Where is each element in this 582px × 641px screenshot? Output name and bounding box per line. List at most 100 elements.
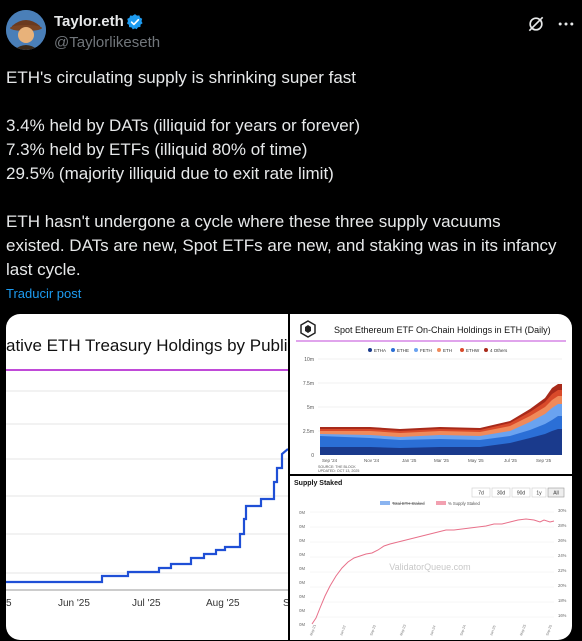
range-button-label[interactable]: 90d: [517, 491, 526, 497]
etf-chart-image[interactable]: Spot Ethereum ETF On-Chain Holdings in E…: [290, 314, 572, 474]
etf-updated-note: UPDATED: OCT 13, 2025: [318, 469, 359, 473]
legend-label: ETHA: [374, 348, 386, 353]
legend-label: Total ETH Staked: [392, 501, 425, 506]
treasury-series-line: [6, 448, 289, 584]
y-tick-label: 5m: [307, 405, 314, 411]
x-tick-label: Mar '25: [434, 458, 449, 463]
the-block-logo-icon: [300, 320, 316, 338]
y-tick-label: 0M: [299, 580, 305, 585]
etf-x-ticks: Sep '24 Nov '24 Jan '25 Mar '25 May '25 …: [322, 458, 552, 463]
svg-text:Jan-25: Jan-25: [489, 625, 496, 636]
x-tick-label: Jan '25: [402, 458, 417, 463]
y-tick-label: 0M: [299, 566, 305, 571]
staking-y-right-ticks: 30% 28% 26% 24% 22% 20% 18% 16%: [558, 508, 567, 618]
x-tick-label: Jun '25: [58, 598, 90, 609]
treasury-chart-title: ative ETH Treasury Holdings by Public Co: [6, 336, 288, 355]
x-tick-label: 5: [6, 598, 12, 609]
grok-icon[interactable]: [526, 14, 546, 34]
y-tick-label: 0M: [299, 622, 305, 627]
treasury-chart: ative ETH Treasury Holdings by Public Co…: [6, 336, 323, 609]
svg-text:Sep-22: Sep-22: [369, 624, 377, 636]
post-text-line: existed. DATs are new, Spot ETFs are new…: [6, 236, 557, 255]
x-tick-label: Jul '25: [132, 598, 161, 609]
x-tick-label: Sep '24: [322, 458, 338, 463]
y-tick-label: 0M: [299, 524, 305, 529]
etf-area-etha: [320, 429, 562, 455]
treasury-chart-image[interactable]: ative ETH Treasury Holdings by Public Co…: [6, 314, 323, 640]
post-text-line: last cycle.: [6, 260, 81, 279]
validatorqueue-watermark: ValidatorQueue.com: [389, 562, 470, 572]
svg-text:May-23: May-23: [399, 624, 407, 636]
y-tick-label: 16%: [558, 613, 567, 618]
legend-label: FETH: [420, 348, 432, 353]
staking-chart: Supply Staked 7d 30d 90d 1y All Total ET…: [294, 480, 567, 636]
author-handle[interactable]: @Taylorlikeseth: [54, 34, 161, 51]
svg-text:Sep-24: Sep-24: [459, 624, 467, 636]
avatar[interactable]: [6, 10, 46, 50]
y-tick-label: 30%: [558, 508, 567, 513]
staking-chart-title: Supply Staked: [294, 480, 342, 487]
etf-legend: ETHA ETHE FETH ETH ETHW 4 Others: [368, 348, 508, 353]
post-text-line: ETH's circulating supply is shrinking su…: [6, 68, 356, 87]
translate-post-link[interactable]: Traducir post: [6, 286, 82, 301]
y-tick-label: 0M: [299, 594, 305, 599]
y-tick-label: 10m: [304, 357, 314, 363]
avatar-image: [6, 10, 46, 50]
range-button-label[interactable]: 7d: [478, 491, 484, 497]
author-name[interactable]: Taylor.eth: [54, 13, 124, 30]
range-button-label[interactable]: 1y: [536, 491, 542, 497]
y-tick-label: 24%: [558, 553, 567, 558]
staking-x-ticks: May-21 Jan-22 Sep-22 May-23 Jan-24 Sep-2…: [309, 624, 553, 636]
svg-text:Sep-25: Sep-25: [545, 624, 553, 636]
y-tick-label: 18%: [558, 598, 567, 603]
etf-y-ticks: 10m 7.5m 5m 2.5m 0: [303, 357, 314, 459]
staking-chart-image[interactable]: Supply Staked 7d 30d 90d 1y All Total ET…: [290, 476, 572, 640]
post-text-line: 29.5% (majority illiquid due to exit rat…: [6, 164, 334, 183]
svg-text:Jan-22: Jan-22: [339, 625, 346, 636]
legend-label: % Supply Staked: [448, 501, 481, 506]
staking-gridlines: [310, 511, 554, 618]
legend-label: ETH: [443, 348, 452, 353]
x-tick-label: Sep '25: [536, 458, 552, 463]
legend-label: 4 Others: [490, 348, 508, 353]
treasury-gridlines: [6, 390, 288, 574]
y-tick-label: 2.5m: [303, 429, 314, 435]
x-tick-label: Nov '24: [364, 458, 380, 463]
y-tick-label: 7.5m: [303, 381, 314, 387]
y-tick-label: 20%: [558, 583, 567, 588]
y-tick-label: 26%: [558, 538, 567, 543]
staking-range-buttons[interactable]: 7d 30d 90d 1y All: [471, 487, 565, 498]
etf-chart-title: Spot Ethereum ETF On-Chain Holdings in E…: [334, 325, 551, 335]
y-tick-label: 0M: [299, 510, 305, 515]
staking-y-left-ticks: 0M 0M 0M 0M 0M 0M 0M 0M 0M: [299, 510, 305, 627]
legend-label: ETHW: [466, 348, 480, 353]
x-tick-label: May '25: [468, 458, 484, 463]
range-button-label[interactable]: All: [553, 491, 559, 497]
legend-label: ETHE: [397, 348, 409, 353]
post-media[interactable]: ative ETH Treasury Holdings by Public Co…: [6, 314, 572, 640]
x-tick-label: Jul '25: [504, 458, 517, 463]
post-text-line: 7.3% held by ETFs (illiquid 80% of time): [6, 140, 308, 159]
y-tick-label: 0M: [299, 538, 305, 543]
post-text: ETH's circulating supply is shrinking su…: [6, 66, 576, 282]
treasury-x-ticks: 5 Jun '25 Jul '25 Aug '25 S: [6, 598, 290, 609]
etf-chart: Spot Ethereum ETF On-Chain Holdings in E…: [296, 320, 566, 473]
y-tick-label: 0M: [299, 552, 305, 557]
y-tick-label: 28%: [558, 523, 567, 528]
svg-text:May-25: May-25: [519, 624, 527, 636]
y-tick-label: 22%: [558, 568, 567, 573]
x-tick-label: S: [283, 598, 288, 609]
post-text-line: ETH hasn't undergone a cycle where these…: [6, 212, 501, 231]
staking-legend: Total ETH Staked % Supply Staked: [380, 501, 481, 506]
more-options-icon[interactable]: [556, 14, 576, 34]
y-tick-label: 0M: [299, 608, 305, 613]
y-tick-label: 0: [311, 453, 314, 459]
post-header: Taylor.eth @Taylorlikeseth: [0, 0, 582, 62]
etf-source-note: SOURCE: THE BLOCK: [318, 465, 356, 469]
verified-badge-icon: [126, 14, 143, 30]
staking-series-line: [311, 518, 555, 625]
post-text-line: 3.4% held by DATs (illiquid for years or…: [6, 116, 360, 135]
svg-text:Jan-24: Jan-24: [429, 625, 436, 636]
range-button-label[interactable]: 30d: [497, 491, 506, 497]
svg-text:May-21: May-21: [309, 624, 317, 636]
